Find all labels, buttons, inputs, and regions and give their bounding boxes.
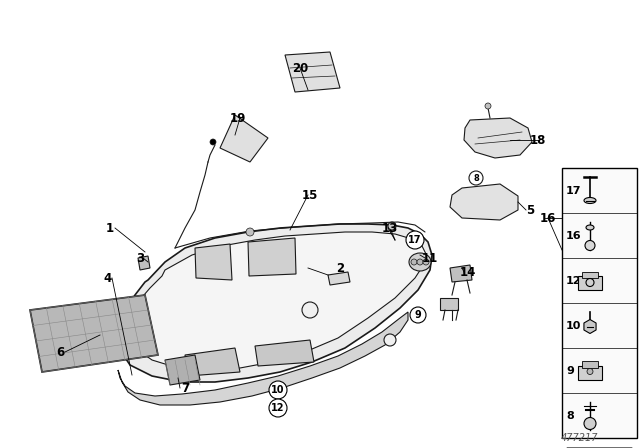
Circle shape bbox=[302, 302, 318, 318]
Text: 8: 8 bbox=[566, 410, 573, 421]
Text: 12: 12 bbox=[566, 276, 582, 285]
Circle shape bbox=[587, 369, 593, 375]
Circle shape bbox=[485, 103, 491, 109]
Circle shape bbox=[411, 259, 417, 265]
Polygon shape bbox=[584, 319, 596, 333]
Text: 15: 15 bbox=[302, 189, 318, 202]
Polygon shape bbox=[450, 265, 472, 282]
Circle shape bbox=[269, 381, 287, 399]
Polygon shape bbox=[255, 340, 314, 366]
Circle shape bbox=[269, 399, 287, 417]
Text: 9: 9 bbox=[415, 310, 421, 320]
Text: 16: 16 bbox=[566, 231, 582, 241]
Bar bbox=[578, 276, 602, 289]
Text: 11: 11 bbox=[422, 251, 438, 264]
Bar bbox=[582, 271, 598, 277]
Polygon shape bbox=[165, 355, 200, 385]
Polygon shape bbox=[450, 184, 518, 220]
Text: 477217: 477217 bbox=[561, 433, 599, 443]
Circle shape bbox=[384, 334, 396, 346]
Text: 1: 1 bbox=[106, 221, 114, 234]
Circle shape bbox=[417, 259, 423, 265]
Text: 17: 17 bbox=[408, 235, 422, 245]
Bar bbox=[562, 168, 637, 438]
Polygon shape bbox=[195, 244, 232, 280]
Ellipse shape bbox=[586, 225, 594, 230]
Text: 8: 8 bbox=[473, 173, 479, 182]
Polygon shape bbox=[464, 118, 532, 158]
Circle shape bbox=[246, 228, 254, 236]
Text: 14: 14 bbox=[460, 266, 476, 279]
Text: 17: 17 bbox=[566, 185, 582, 195]
Text: 16: 16 bbox=[540, 211, 556, 224]
Circle shape bbox=[410, 307, 426, 323]
Polygon shape bbox=[30, 295, 158, 372]
Ellipse shape bbox=[584, 198, 596, 203]
Text: 10: 10 bbox=[566, 320, 581, 331]
Polygon shape bbox=[248, 238, 296, 276]
Circle shape bbox=[406, 231, 424, 249]
Polygon shape bbox=[118, 312, 408, 405]
Polygon shape bbox=[118, 224, 432, 382]
Text: 20: 20 bbox=[292, 61, 308, 74]
Text: 9: 9 bbox=[566, 366, 574, 375]
Text: 18: 18 bbox=[530, 134, 546, 146]
Bar bbox=[440, 298, 458, 310]
Text: 4: 4 bbox=[104, 271, 112, 284]
Polygon shape bbox=[285, 52, 340, 92]
Polygon shape bbox=[138, 256, 150, 270]
Text: 13: 13 bbox=[382, 221, 398, 234]
Text: 19: 19 bbox=[230, 112, 246, 125]
Text: 2: 2 bbox=[336, 262, 344, 275]
Bar bbox=[578, 366, 602, 379]
Text: 12: 12 bbox=[271, 403, 285, 413]
Circle shape bbox=[585, 241, 595, 250]
Circle shape bbox=[423, 259, 429, 265]
Polygon shape bbox=[185, 348, 240, 376]
Polygon shape bbox=[220, 115, 268, 162]
Text: 7: 7 bbox=[181, 382, 189, 395]
Text: 5: 5 bbox=[526, 203, 534, 216]
Polygon shape bbox=[125, 232, 428, 370]
Text: 10: 10 bbox=[271, 385, 285, 395]
Polygon shape bbox=[328, 272, 350, 285]
Ellipse shape bbox=[409, 253, 431, 271]
Circle shape bbox=[210, 139, 216, 145]
Circle shape bbox=[584, 418, 596, 430]
Text: 3: 3 bbox=[136, 251, 144, 264]
Circle shape bbox=[388, 222, 396, 230]
Bar bbox=[582, 361, 598, 367]
Text: 6: 6 bbox=[56, 345, 64, 358]
